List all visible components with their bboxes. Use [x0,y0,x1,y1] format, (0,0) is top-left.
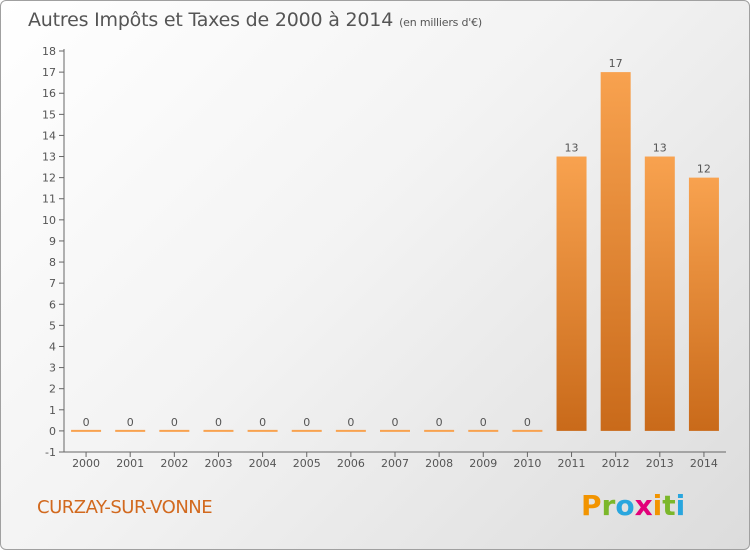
x-tick-label: 2014 [690,457,718,470]
data-label: 0 [127,416,134,429]
x-tick-label: 2005 [293,457,321,470]
y-tick-label: 8 [49,256,56,269]
y-tick-label: 5 [49,319,56,332]
x-tick-label: 2006 [337,457,365,470]
y-tick-label: 17 [42,66,56,79]
data-label: 0 [524,416,531,429]
y-tick-label: 9 [49,235,56,248]
y-tick-label: 4 [49,340,56,353]
bar [688,177,719,431]
x-tick-label: 2004 [249,457,277,470]
chart-unit: (en milliers d'€) [399,16,482,29]
x-tick-label: 2008 [425,457,453,470]
x-tick-label: 2013 [646,457,674,470]
logo-letter: P [581,489,602,522]
data-label: 0 [347,416,354,429]
y-tick-label: 16 [42,87,56,100]
y-tick-label: 0 [49,425,56,438]
data-label: 0 [436,416,443,429]
y-tick-label: 13 [42,151,56,164]
y-tick-label: 14 [42,129,56,142]
data-label: 0 [259,416,266,429]
logo-letter: x [634,489,653,522]
x-tick-label: 2001 [116,457,144,470]
data-label: 0 [83,416,90,429]
data-label: 12 [697,163,711,176]
x-tick-label: 2007 [381,457,409,470]
logo-letter: i [652,489,663,522]
data-label: 13 [653,142,667,155]
chart-title: Autres Impôts et Taxes de 2000 à 2014 (en… [28,9,482,31]
y-tick-label: 2 [49,383,56,396]
x-tick-label: 2003 [204,457,232,470]
y-tick-label: 18 [42,45,56,58]
y-tick-label: 1 [49,404,56,417]
y-tick-label: 11 [42,193,56,206]
data-label: 0 [171,416,178,429]
logo-letter: i [675,489,686,522]
x-tick-label: 2009 [469,457,497,470]
y-tick-label: 12 [42,172,56,185]
y-tick-label: 15 [42,108,56,121]
x-tick-label: 2011 [558,457,586,470]
x-tick-label: 2012 [602,457,630,470]
y-tick-label: 6 [49,298,56,311]
commune-name: CURZAY-SUR-VONNE [37,497,213,518]
bar [600,72,631,431]
x-tick-label: 2002 [160,457,188,470]
data-label: 0 [215,416,222,429]
logo-letter: t [662,489,676,522]
y-tick-label: 3 [49,362,56,375]
logo-letter: r [601,489,616,522]
data-label: 0 [303,416,310,429]
data-label: 0 [392,416,399,429]
bar [644,156,675,431]
y-tick-label: -1 [45,446,56,459]
data-label: 17 [609,57,623,70]
proxiti-logo: Proxiti [581,489,685,522]
x-tick-label: 2010 [513,457,541,470]
data-label: 0 [480,416,487,429]
data-label: 13 [565,142,579,155]
y-tick-label: 7 [49,277,56,290]
logo-letter: o [615,489,635,522]
x-tick-label: 2000 [72,457,100,470]
bar [556,156,587,431]
chart-title-text: Autres Impôts et Taxes de 2000 à 2014 [28,9,394,31]
y-tick-label: 10 [42,214,56,227]
